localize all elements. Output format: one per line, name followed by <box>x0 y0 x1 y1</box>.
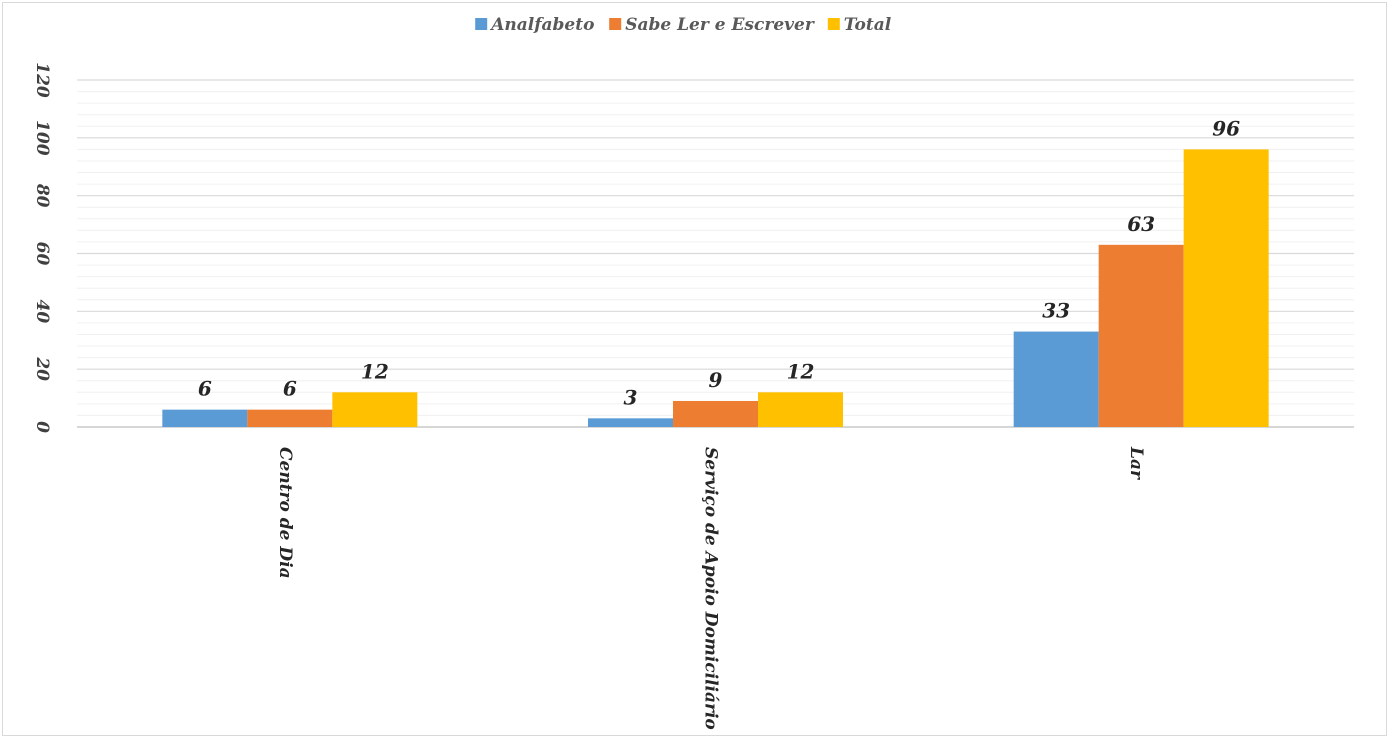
legend-item: Total <box>828 15 892 35</box>
y-tick-label: 20 <box>32 356 52 381</box>
x-category-label: Serviço de Apoio Domiciliário <box>701 447 721 730</box>
legend-label: Analfabeto <box>489 15 594 35</box>
y-tick-label: 120 <box>32 62 52 98</box>
bar-analfabeto <box>162 410 247 427</box>
data-label: 63 <box>1127 212 1155 236</box>
x-category-label: Centro de Dia <box>275 447 295 579</box>
y-tick-label: 60 <box>32 242 52 266</box>
legend-label: Total <box>844 15 892 35</box>
data-label: 6 <box>198 377 212 401</box>
data-label: 96 <box>1212 116 1240 140</box>
data-label: 6 <box>283 377 297 401</box>
bar-total <box>332 392 417 427</box>
bar-chart: 0 20 40 60 80 100 120 Centro de Dia Serviço de A… <box>3 3 1388 737</box>
bar-sabe-ler-e-escrever <box>1099 245 1184 427</box>
bar-sabe-ler-e-escrever <box>247 410 332 427</box>
bar-sabe-ler-e-escrever <box>673 401 758 427</box>
data-label: 9 <box>709 368 723 392</box>
legend: Analfabeto Sabe Ler e Escrever Total <box>475 15 892 35</box>
legend-label: Sabe Ler e Escrever <box>625 15 815 35</box>
y-tick-label: 100 <box>32 120 52 156</box>
bar-total <box>1184 149 1269 427</box>
x-category-label: Lar <box>1126 446 1146 480</box>
bar-analfabeto <box>588 418 673 427</box>
legend-item: Analfabeto <box>475 15 594 35</box>
data-label: 12 <box>787 359 815 383</box>
bar-analfabeto <box>1014 332 1099 427</box>
data-label: 33 <box>1042 299 1070 323</box>
bar-total <box>758 392 843 427</box>
y-tick-label: 0 <box>32 421 52 433</box>
legend-item: Sabe Ler e Escrever <box>609 15 815 35</box>
data-label: 3 <box>624 385 638 409</box>
legend-swatch <box>609 18 621 30</box>
data-label: 12 <box>361 359 389 383</box>
legend-swatch <box>475 18 487 30</box>
y-tick-label: 40 <box>32 299 52 323</box>
y-tick-label: 80 <box>32 183 52 208</box>
legend-swatch <box>828 18 840 30</box>
